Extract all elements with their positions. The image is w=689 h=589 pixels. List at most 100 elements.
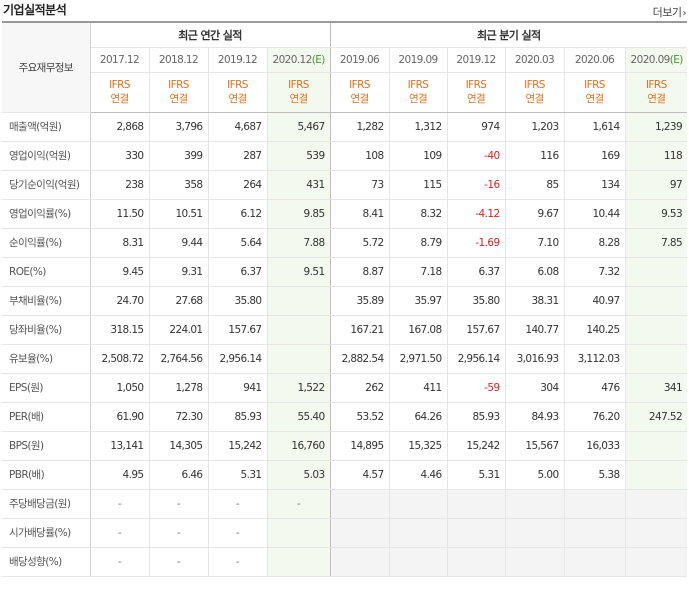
period-header: 2020.06 [563, 47, 626, 73]
row-label: PER(배) [2, 402, 91, 432]
table-cell: 15,242 [446, 431, 506, 461]
table-cell: 941 [207, 372, 267, 403]
table-cell [266, 547, 331, 577]
period-header: 2019.12 [207, 47, 267, 73]
quarterly-group-header: 최근 분기 실적 [329, 22, 688, 48]
table-cell: 1,522 [266, 372, 331, 403]
table-cell: - [207, 488, 267, 519]
table-cell [266, 518, 331, 548]
table-cell [504, 518, 565, 548]
table-cell: 10.44 [563, 198, 626, 229]
row-label: 부채비율(%) [2, 285, 91, 316]
table-cell [563, 547, 626, 577]
table-cell: 358 [148, 170, 208, 200]
table-cell: 35.80 [446, 285, 506, 316]
table-cell: 53.52 [329, 402, 390, 432]
table-cell [563, 488, 626, 519]
table-cell [624, 460, 688, 490]
table-cell [624, 488, 688, 519]
table-cell: 318.15 [89, 315, 149, 345]
period-header: 2019.12 [446, 47, 506, 73]
table-cell: 5,467 [266, 112, 331, 142]
table-cell: 5.64 [207, 228, 267, 258]
table-cell [624, 344, 688, 374]
table-cell: - [266, 488, 331, 519]
table-cell: -16 [446, 170, 506, 200]
row-label: EPS(원) [2, 372, 91, 403]
table-cell: 1,614 [563, 112, 626, 142]
table-cell [446, 547, 506, 577]
table-cell: 2,868 [89, 112, 149, 142]
table-cell: 85.93 [207, 402, 267, 432]
table-cell: 72.30 [148, 402, 208, 432]
table-cell: -59 [446, 372, 506, 403]
ifrs-header: IFRS 연결 [207, 72, 267, 113]
table-cell: 247.52 [624, 402, 688, 432]
table-cell: 7.10 [504, 228, 565, 258]
table-cell: - [148, 488, 208, 519]
table-cell [329, 488, 390, 519]
table-cell: 7.88 [266, 228, 331, 258]
table-cell: 8.87 [329, 257, 390, 287]
table-cell: 14,305 [148, 431, 208, 461]
table-row: 영업이익(억원) 330 399 287 539 108 109 -40 116 169 118 [2, 141, 688, 171]
table-cell: 27.68 [148, 285, 208, 316]
table-cell [329, 518, 390, 548]
table-cell: -4.12 [446, 198, 506, 229]
table-cell: 5.03 [266, 460, 331, 490]
table-cell: 330 [89, 141, 149, 171]
ifrs-header: IFRS 연결 [624, 72, 688, 113]
table-cell: - [207, 518, 267, 548]
table-cell: 9.31 [148, 257, 208, 287]
row-label: 영업이익(억원) [2, 141, 91, 171]
table-cell: 9.51 [266, 257, 331, 287]
table-cell: 97 [624, 170, 688, 200]
table-cell: 2,956.14 [446, 344, 506, 374]
table-cell: 35.97 [388, 285, 448, 316]
table-cell: 2,971.50 [388, 344, 448, 374]
table-cell: 15,242 [207, 431, 267, 461]
table-cell: 55.40 [266, 402, 331, 432]
table-cell: 1,282 [329, 112, 390, 142]
table-cell: 399 [148, 141, 208, 171]
financial-table: 주요재무정보 최근 연간 실적 최근 분기 실적 2017.12 2018.12 2… [2, 21, 688, 577]
table-cell: 8.32 [388, 198, 448, 229]
row-label: ROE(%) [2, 257, 91, 287]
table-cell: 2,508.72 [89, 344, 149, 374]
table-cell: 3,016.93 [504, 344, 565, 374]
table-cell: 341 [624, 372, 688, 403]
table-row: 순이익률(%) 8.31 9.44 5.64 7.88 5.72 8.79 -1.69 7.10… [2, 228, 688, 258]
table-cell: 264 [207, 170, 267, 200]
table-row: 당좌비율(%) 318.15 224.01 157.67 167.21 167.08 157… [2, 315, 688, 345]
period-header: 2018.12 [148, 47, 208, 73]
table-cell: 224.01 [148, 315, 208, 345]
table-cell: 6.12 [207, 198, 267, 229]
table-cell: 1,050 [89, 372, 149, 403]
table-cell: 118 [624, 141, 688, 171]
table-cell: 9.67 [504, 198, 565, 229]
table-cell: 8.31 [89, 228, 149, 258]
row-label: 순이익률(%) [2, 228, 91, 258]
table-cell: - [89, 518, 149, 548]
table-cell: - [89, 547, 149, 577]
table-cell: 140.77 [504, 315, 565, 345]
table-cell [624, 518, 688, 548]
table-row: 영업이익률(%) 11.50 10.51 6.12 9.85 8.41 8.32 -4.12 9… [2, 198, 688, 229]
table-row: 주당배당금(원) - - - - [2, 488, 688, 519]
table-cell [624, 257, 688, 287]
table-cell: 4.57 [329, 460, 390, 490]
table-cell: 7.18 [388, 257, 448, 287]
table-cell: 40.97 [563, 285, 626, 316]
table-cell: 16,760 [266, 431, 331, 461]
table-cell: 287 [207, 141, 267, 171]
more-link[interactable]: 더보기› [653, 4, 687, 20]
table-cell [388, 547, 448, 577]
table-cell: - [148, 518, 208, 548]
table-cell: 6.37 [207, 257, 267, 287]
table-cell: 64.26 [388, 402, 448, 432]
table-cell [504, 488, 565, 519]
table-cell [266, 285, 331, 316]
table-cell: 539 [266, 141, 331, 171]
ifrs-header: IFRS 연결 [266, 72, 331, 113]
table-cell: 5.72 [329, 228, 390, 258]
